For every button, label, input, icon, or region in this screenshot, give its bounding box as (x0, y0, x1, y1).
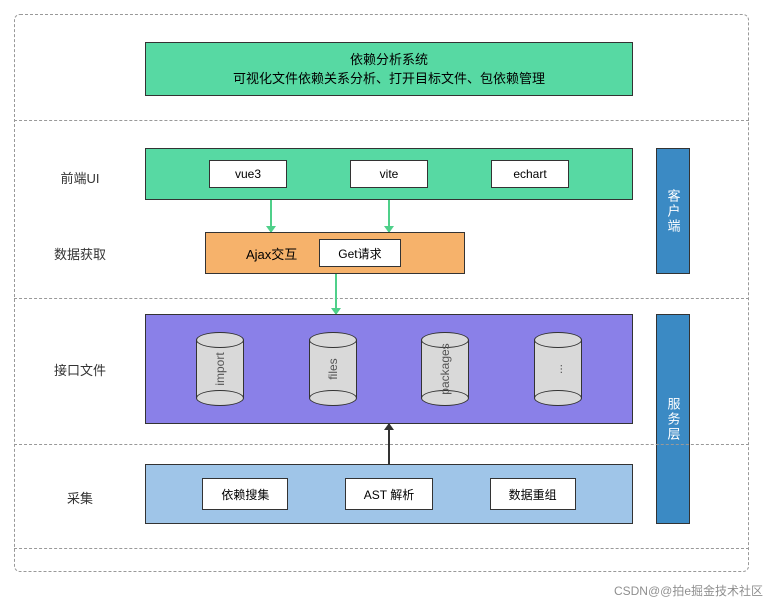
cyl-label: packages (438, 343, 452, 394)
title-box: 依赖分析系统 可视化文件依赖关系分析、打开目标文件、包依赖管理 (145, 42, 633, 96)
arrow-up (388, 424, 390, 464)
data-fetch-layer: Ajax交互 Get请求 (205, 232, 465, 274)
divider (14, 120, 749, 121)
frontend-layer: vue3 vite echart (145, 148, 633, 200)
row2-label: 数据获取 (40, 244, 120, 263)
db-cylinder: packages (421, 332, 469, 406)
watermark: CSDN@@拍e掘金技术社区 (614, 582, 763, 599)
ajax-label: Ajax交互 (246, 244, 297, 263)
cyl-label: files (326, 358, 340, 379)
rail-label: 服务层 (664, 397, 683, 442)
tech-box: vue3 (209, 160, 287, 188)
collect-box: AST 解析 (345, 478, 433, 510)
row3-label: 接口文件 (40, 360, 120, 379)
interface-layer: import files packages ... (145, 314, 633, 424)
cyl-label: import (213, 352, 227, 385)
db-cylinder: files (309, 332, 357, 406)
rail-label: 客户端 (664, 189, 683, 234)
divider (14, 298, 749, 299)
db-cylinder: import (196, 332, 244, 406)
client-rail: 客户端 (656, 148, 690, 274)
collect-layer: 依赖搜集 AST 解析 数据重组 (145, 464, 633, 524)
row4-label: 采集 (40, 488, 120, 507)
arrow-down (388, 200, 390, 232)
arrow-down (270, 200, 272, 232)
title-text: 依赖分析系统 (350, 50, 428, 70)
divider (14, 548, 749, 549)
collect-box: 依赖搜集 (202, 478, 288, 510)
row1-label: 前端UI (40, 168, 120, 187)
collect-box: 数据重组 (490, 478, 576, 510)
subtitle-text: 可视化文件依赖关系分析、打开目标文件、包依赖管理 (233, 69, 545, 89)
cyl-label: ... (551, 364, 565, 374)
tech-box: echart (491, 160, 569, 188)
tech-box: vite (350, 160, 428, 188)
get-request-box: Get请求 (319, 239, 400, 267)
db-cylinder: ... (534, 332, 582, 406)
service-rail: 服务层 (656, 314, 690, 524)
arrow-down (335, 274, 337, 314)
divider (14, 444, 749, 445)
